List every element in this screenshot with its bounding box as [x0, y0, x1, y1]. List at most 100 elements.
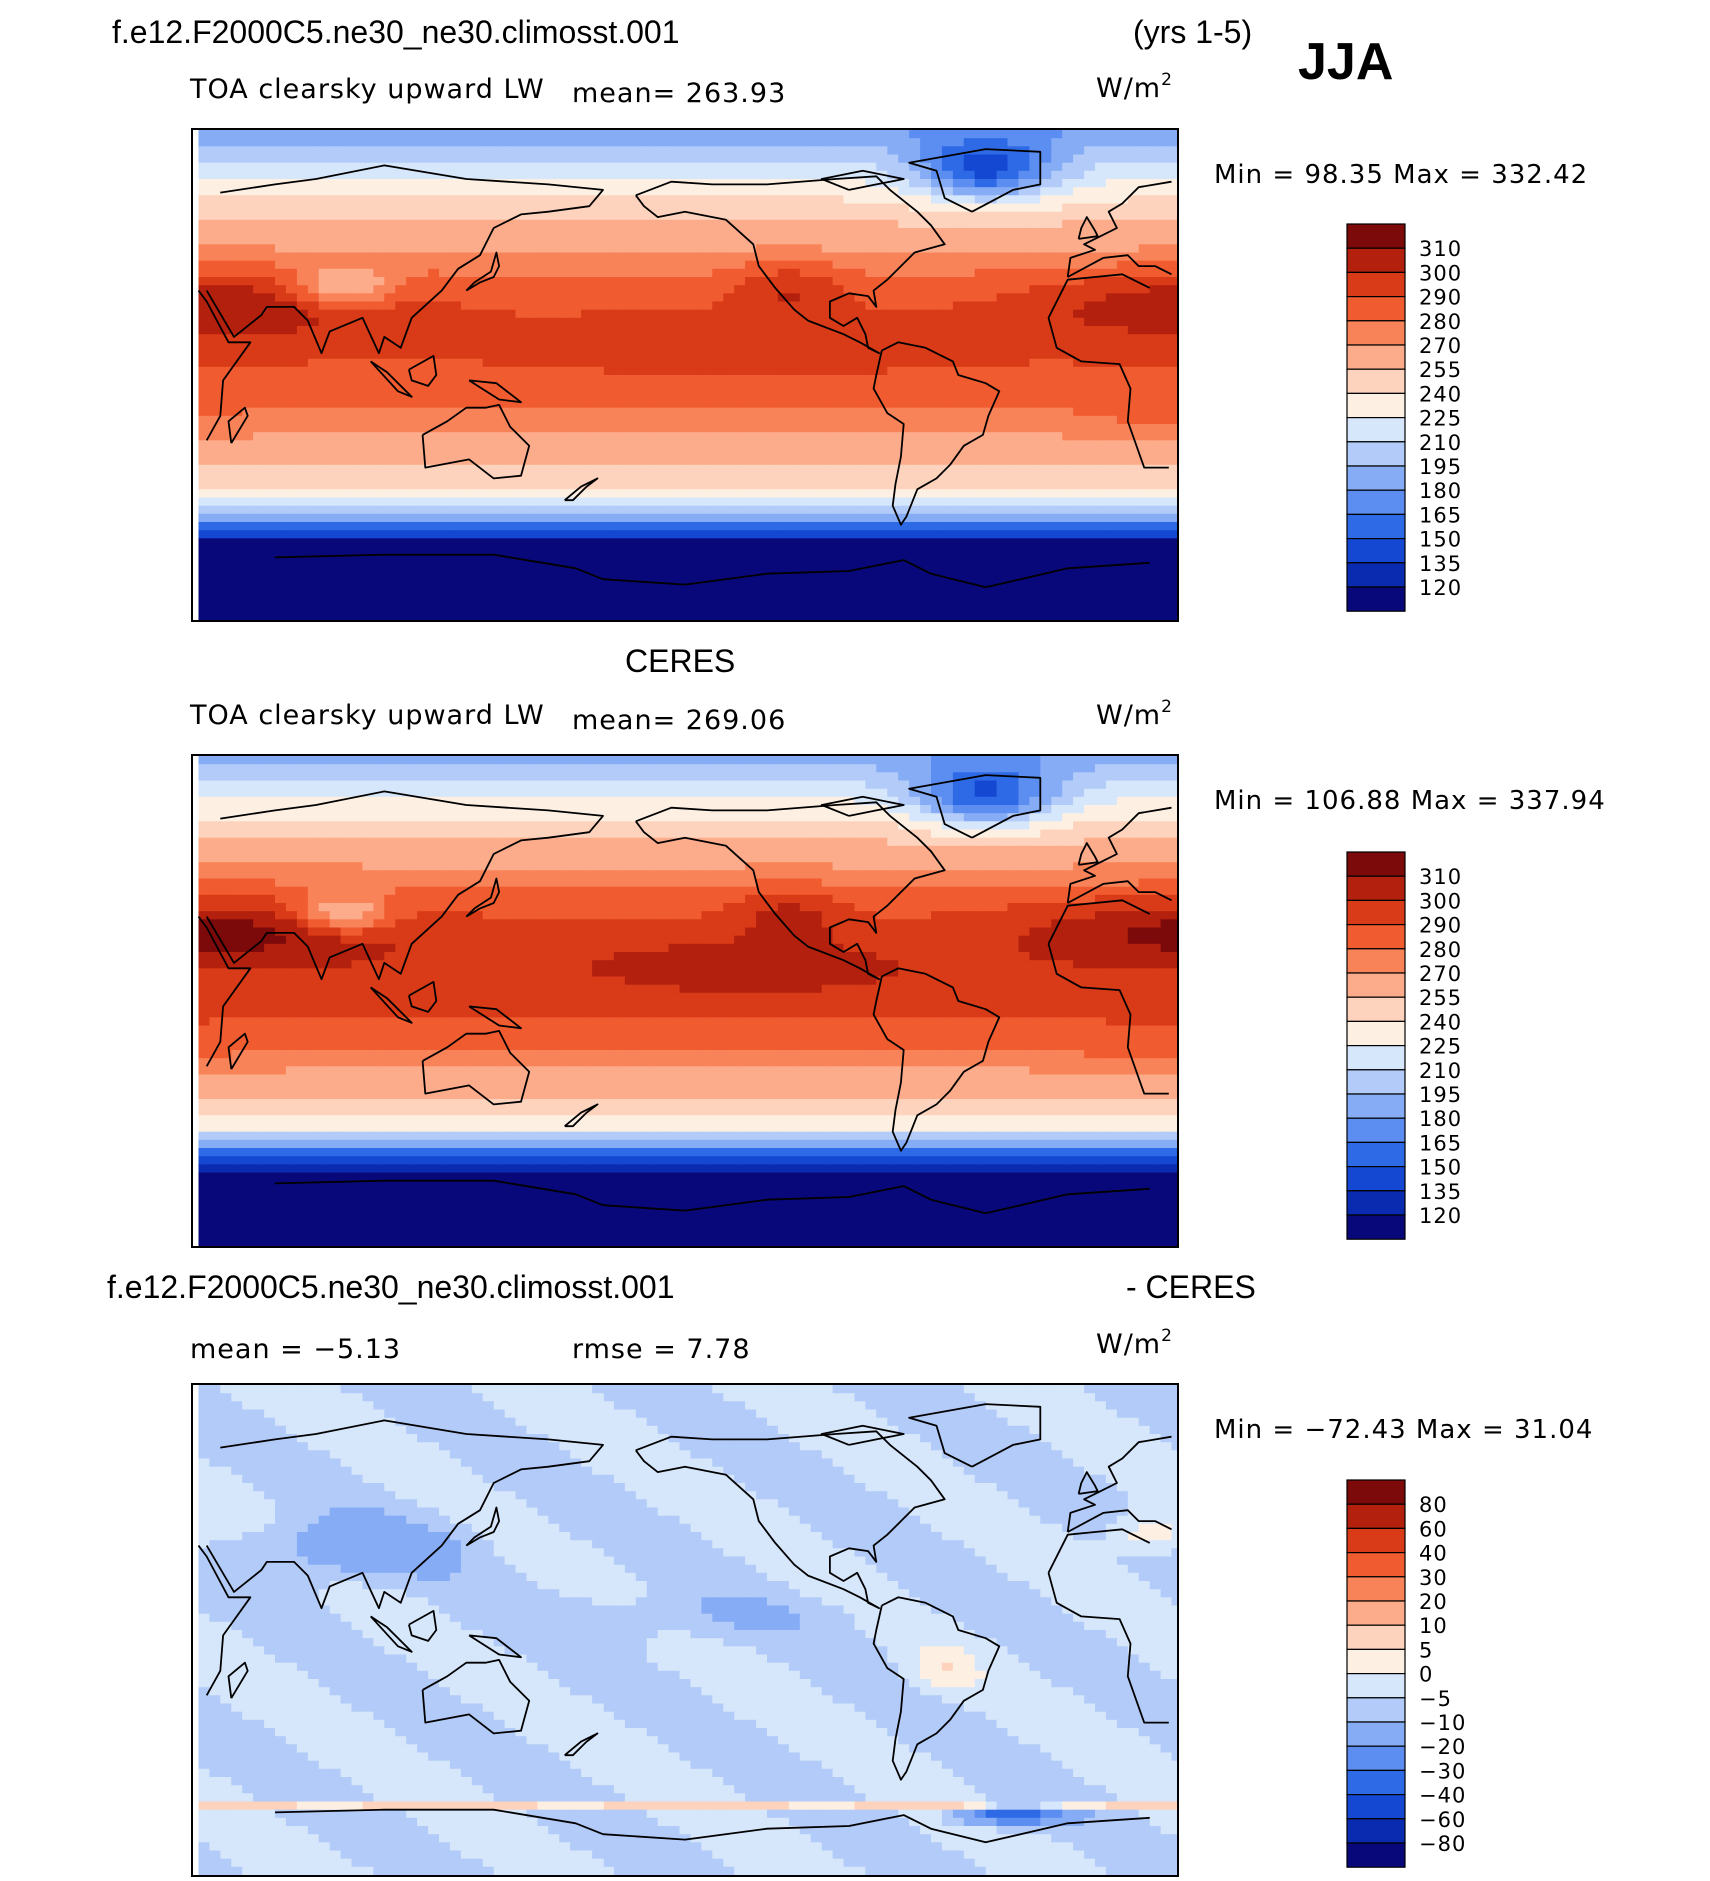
field-cell [570, 293, 582, 303]
field-cell [996, 342, 1009, 352]
field-cell [1018, 138, 1031, 148]
field-cell [1171, 538, 1177, 548]
field-cell [756, 130, 768, 139]
field-cell [307, 309, 320, 319]
field-cell [985, 448, 998, 458]
field-cell [734, 211, 746, 221]
field-cell [1095, 464, 1107, 474]
field-cell [974, 293, 987, 303]
field-cell [1029, 497, 1042, 507]
field-cell [329, 538, 342, 548]
field-cell [209, 440, 222, 450]
field-cell [220, 522, 232, 531]
field-cell [832, 358, 845, 368]
field-cell [504, 179, 517, 188]
field-cell [548, 481, 560, 491]
field-cell [449, 293, 462, 303]
field-cell [340, 203, 353, 213]
field-cell [1095, 334, 1107, 344]
field-cell [351, 154, 364, 164]
field-cell [767, 138, 779, 148]
field-cell [985, 138, 998, 148]
field-cell [307, 366, 320, 376]
field-cell [854, 554, 867, 564]
field-cell [285, 236, 298, 246]
field-cell [624, 187, 637, 197]
field-cell [712, 505, 724, 515]
field-cell [264, 505, 276, 515]
field-cell [1084, 146, 1096, 156]
field-cell [657, 489, 670, 499]
field-cell [1051, 375, 1063, 384]
field-cell [209, 432, 222, 442]
field-cell [537, 375, 550, 384]
field-cell [865, 162, 878, 172]
field-cell [887, 538, 899, 548]
field-cell [1018, 236, 1031, 246]
field-cell [504, 219, 517, 229]
field-cell [253, 505, 265, 515]
field-cell [428, 415, 440, 425]
field-cell [581, 473, 593, 482]
field-cell [920, 473, 932, 482]
field-cell [1029, 358, 1042, 368]
field-cell [548, 554, 560, 564]
field-cell [1051, 481, 1063, 491]
field-cell [985, 538, 998, 548]
field-cell [1073, 170, 1085, 180]
field-cell [526, 317, 539, 327]
field-cell [799, 293, 812, 303]
field-cell [1051, 317, 1063, 327]
field-cell [941, 554, 954, 564]
field-cell [821, 203, 834, 213]
field-cell [941, 538, 954, 548]
field-cell [559, 383, 571, 393]
field-cell [767, 530, 779, 540]
field-cell [285, 464, 298, 474]
field-cell [701, 219, 714, 229]
field-cell [985, 350, 998, 360]
field-cell [220, 505, 232, 515]
field-cell [526, 530, 539, 540]
field-cell [941, 130, 954, 139]
field-cell [285, 358, 298, 368]
field-cell [624, 538, 637, 548]
field-cell [537, 285, 550, 295]
field-cell [264, 162, 276, 172]
field-cells [198, 130, 1177, 620]
field-cell [941, 464, 954, 474]
field-cell [701, 391, 714, 401]
field-cell [285, 211, 298, 221]
field-cell [1073, 326, 1085, 335]
field-cell [767, 268, 779, 278]
field-cell [624, 358, 637, 368]
field-cell [1160, 554, 1173, 564]
field-cell [920, 350, 932, 360]
field-cell [952, 464, 965, 474]
field-cell [428, 211, 440, 221]
field-cell [384, 399, 396, 409]
field-cell [1073, 481, 1085, 491]
field-cell [701, 309, 714, 319]
field-cell [1127, 456, 1140, 466]
field-cell [526, 513, 539, 523]
field-cell [974, 244, 987, 254]
field-cell [460, 415, 473, 425]
field-cell [493, 252, 506, 262]
field-cell [340, 228, 353, 237]
field-cell [231, 366, 243, 376]
field-cell [1171, 228, 1177, 237]
field-cell [832, 154, 845, 164]
field-cell [865, 538, 878, 548]
field-cell [690, 309, 703, 319]
field-cell [198, 268, 211, 278]
field-cell [275, 146, 287, 156]
field-cell [537, 448, 550, 458]
field-cell [854, 268, 867, 278]
field-cell [231, 522, 243, 531]
field-cell [395, 260, 407, 270]
field-cell [854, 579, 867, 589]
field-cell [318, 285, 331, 295]
field-cell [1040, 285, 1052, 295]
field-cell [1138, 154, 1151, 164]
